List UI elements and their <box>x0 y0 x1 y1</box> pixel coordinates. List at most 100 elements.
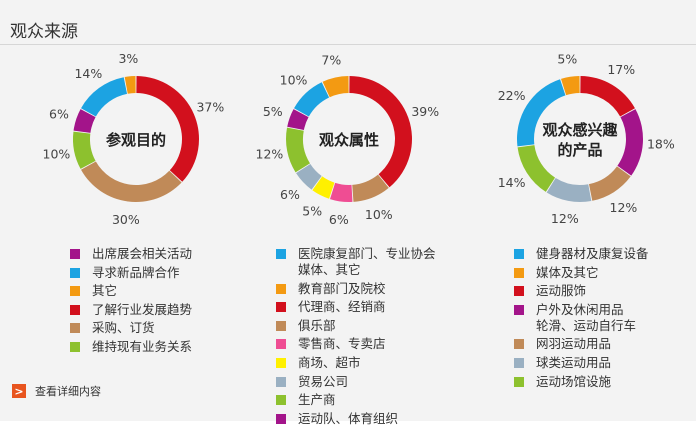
page-title: 观众来源 <box>10 22 78 42</box>
slice-purpose <box>124 76 136 94</box>
legend-item: 贸易公司 <box>276 374 436 390</box>
legend-swatch <box>276 320 286 331</box>
slice-attribute <box>322 76 349 98</box>
pct-purpose: 14% <box>74 66 102 81</box>
slice-product <box>546 178 592 202</box>
pct-attribute: 5% <box>302 204 322 219</box>
slice-purpose <box>72 131 96 169</box>
legend-purpose: 出席展会相关活动 寻求新品牌合作 其它 了解行业发展趋势 采购、订货 维持现有业务关系 <box>70 246 192 358</box>
legend-item: 健身器材及康复设备 <box>514 246 649 262</box>
legend-item: 零售商、专卖店 <box>276 336 436 352</box>
legend-swatch <box>70 286 80 297</box>
legend-label: 商场、超市 <box>298 354 361 370</box>
legend-label: 户外及休闲用品 轮滑、运动自行车 <box>536 301 637 333</box>
slice-attribute <box>296 163 322 190</box>
legend-swatch <box>276 395 286 406</box>
legend-label: 维持现有业务关系 <box>92 338 193 354</box>
legend-item: 医院康复部门、专业协会 媒体、其它 <box>276 246 436 278</box>
legend-item: 寻求新品牌合作 <box>70 265 192 281</box>
legend-item: 球类运动用品 <box>514 355 649 371</box>
legend-item: 出席展会相关活动 <box>70 246 192 262</box>
legend-swatch <box>276 357 286 368</box>
legend-swatch <box>276 283 286 294</box>
legend-swatch <box>276 376 286 387</box>
center-title-purpose: 参观目的 <box>106 131 166 149</box>
pct-purpose: 3% <box>118 51 138 66</box>
legend-item: 媒体及其它 <box>514 265 649 281</box>
legend-swatch <box>514 267 524 278</box>
slice-product <box>588 166 631 201</box>
pct-product: 14% <box>498 175 526 190</box>
view-details-label: 查看详细内容 <box>35 385 101 398</box>
legend-label: 贸易公司 <box>298 373 349 389</box>
legend-item: 俱乐部 <box>276 318 436 334</box>
legend-label: 零售商、专卖店 <box>298 336 386 352</box>
legend-label: 教育部门及院校 <box>298 280 386 296</box>
legend-label: 球类运动用品 <box>536 354 612 370</box>
slice-product <box>517 145 556 192</box>
center-title-product: 观众感兴趣的产品 <box>542 121 618 159</box>
legend-label: 网羽运动用品 <box>536 336 612 352</box>
pct-purpose: 10% <box>43 147 71 162</box>
legend-swatch <box>276 302 286 313</box>
pct-attribute: 12% <box>256 147 284 162</box>
pct-product: 12% <box>551 211 579 226</box>
pct-product: 22% <box>498 88 526 103</box>
pct-purpose: 6% <box>49 106 69 121</box>
legend-swatch <box>276 339 286 350</box>
slice-product <box>561 76 580 96</box>
slice-product <box>580 76 635 117</box>
legend-label: 运动场馆设施 <box>536 373 612 389</box>
legend-item: 户外及休闲用品 轮滑、运动自行车 <box>514 302 649 334</box>
pct-purpose: 30% <box>112 212 140 227</box>
pct-purpose: 37% <box>196 99 224 114</box>
legend-swatch <box>514 339 524 350</box>
view-details-link[interactable]: > 查看详细内容 <box>12 383 101 399</box>
legend-label: 运动队、体育组织 <box>298 410 399 426</box>
legend-label: 医院康复部门、专业协会 媒体、其它 <box>298 246 436 277</box>
legend-label: 出席展会相关活动 <box>92 246 193 261</box>
pct-product: 18% <box>647 137 675 152</box>
legend-swatch <box>514 249 524 259</box>
legend-item: 网羽运动用品 <box>514 336 649 352</box>
pct-attribute: 39% <box>411 104 439 119</box>
legend-item: 运动服饰 <box>514 283 649 299</box>
pct-product: 12% <box>610 200 638 215</box>
slice-attribute <box>312 176 335 199</box>
slice-attribute <box>349 76 413 188</box>
slice-purpose <box>136 76 200 182</box>
legend-label: 寻求新品牌合作 <box>92 264 180 280</box>
legend-swatch <box>514 357 524 368</box>
legend-swatch <box>276 413 286 424</box>
legend-swatch <box>70 341 80 352</box>
legend-item: 其它 <box>70 283 192 299</box>
legend-swatch <box>276 249 286 259</box>
pct-attribute: 5% <box>263 104 283 119</box>
legend-item: 运动队、体育组织 <box>276 411 436 427</box>
pct-attribute: 7% <box>321 52 341 67</box>
legend-item: 采购、订货 <box>70 320 192 336</box>
pct-attribute: 10% <box>365 207 393 222</box>
legend-item: 教育部门及院校 <box>276 281 436 297</box>
slice-purpose <box>81 161 182 202</box>
legend-item: 商场、超市 <box>276 355 436 371</box>
pct-attribute: 10% <box>280 72 308 87</box>
pct-attribute: 6% <box>280 187 300 202</box>
legend-item: 维持现有业务关系 <box>70 339 192 355</box>
slice-product <box>517 79 566 147</box>
legend-label: 俱乐部 <box>298 317 336 333</box>
slice-product <box>617 109 643 176</box>
slice-attribute <box>352 174 389 202</box>
slice-attribute <box>330 182 353 203</box>
legend-label: 采购、订货 <box>92 320 155 336</box>
legend-label: 生产商 <box>298 392 336 408</box>
legend-attributes: 医院康复部门、专业协会 媒体、其它 教育部门及院校 代理商、经销商 俱乐部 零售商、专卖… <box>276 246 436 429</box>
slice-attribute <box>294 82 330 117</box>
legend-swatch <box>70 249 80 259</box>
chevron-right-icon: > <box>12 384 26 398</box>
title-divider <box>0 44 696 45</box>
legend-label: 健身器材及康复设备 <box>536 246 649 261</box>
legend-products: 健身器材及康复设备媒体及其它运动服饰户外及休闲用品 轮滑、运动自行车网羽运动用品… <box>514 246 649 392</box>
legend-swatch <box>70 323 80 334</box>
